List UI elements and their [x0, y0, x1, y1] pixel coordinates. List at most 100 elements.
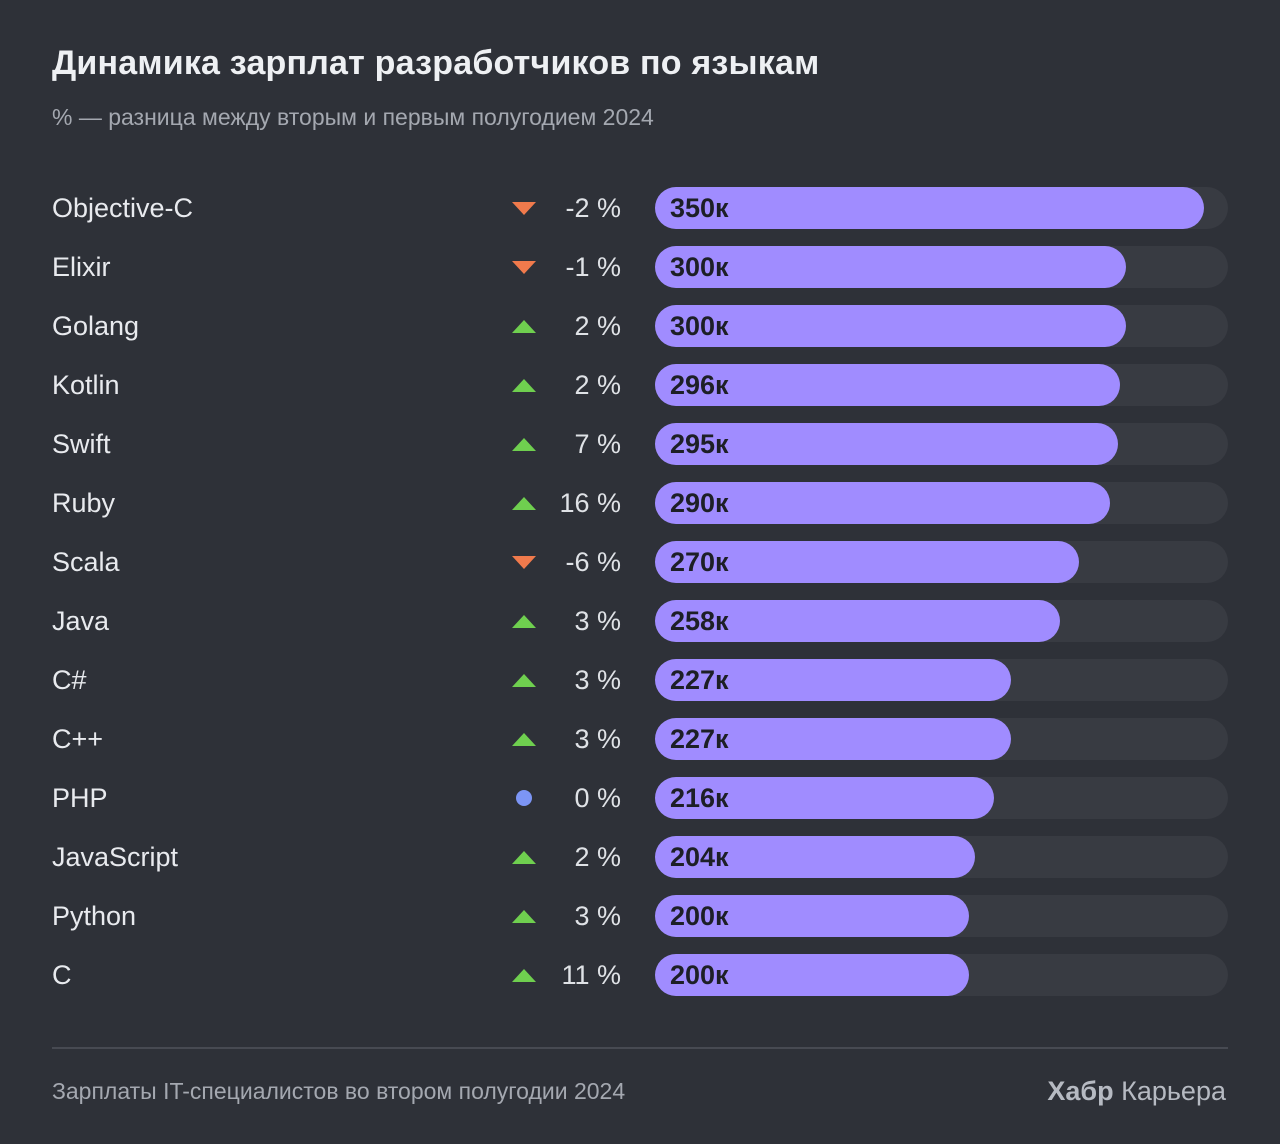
- bar-track: 227к: [655, 718, 1228, 760]
- trend-down-shape: [512, 261, 536, 274]
- trend-down-shape: [512, 202, 536, 215]
- chart-row: Swift 7 % 295к: [0, 423, 1280, 465]
- trend-up-shape: [512, 438, 536, 451]
- change-percent: 3 %: [574, 724, 621, 754]
- chart-row: Kotlin 2 % 296к: [0, 364, 1280, 406]
- language-label: PHP: [52, 783, 108, 813]
- trend-up-icon: [510, 731, 538, 747]
- chart-row: JavaScript 2 % 204к: [0, 836, 1280, 878]
- trend-down-shape: [512, 556, 536, 569]
- chart-row: Python 3 % 200к: [0, 895, 1280, 937]
- salary-value-label: 296к: [670, 370, 729, 400]
- language-label: Python: [52, 901, 137, 931]
- change-percent: -6 %: [565, 547, 621, 577]
- bar-track: 200к: [655, 895, 1228, 937]
- change-percent: 3 %: [574, 665, 621, 695]
- footer-divider: [52, 1047, 1228, 1049]
- trend-up-icon: [510, 967, 538, 983]
- chart-row: Golang 2 % 300к: [0, 305, 1280, 347]
- salary-value-label: 227к: [670, 724, 729, 754]
- trend-up-icon: [510, 495, 538, 511]
- bar-track: 258к: [655, 600, 1228, 642]
- bar-track: 204к: [655, 836, 1228, 878]
- trend-up-shape: [512, 733, 536, 746]
- salary-bar: [655, 423, 1118, 465]
- language-label: JavaScript: [52, 842, 179, 872]
- trend-up-shape: [512, 320, 536, 333]
- trend-up-icon: [510, 849, 538, 865]
- salary-bar: [655, 777, 994, 819]
- trend-up-shape: [512, 910, 536, 923]
- bar-track: 300к: [655, 246, 1228, 288]
- salary-bar: [655, 659, 1011, 701]
- brand-logo: Хабр Карьера: [1047, 1076, 1226, 1107]
- bar-track: 227к: [655, 659, 1228, 701]
- salary-bar: [655, 364, 1120, 406]
- trend-up-icon: [510, 377, 538, 393]
- salary-value-label: 295к: [670, 429, 729, 459]
- salary-bar: [655, 954, 969, 996]
- change-percent: 2 %: [574, 842, 621, 872]
- trend-up-shape: [512, 969, 536, 982]
- salary-value-label: 200к: [670, 960, 729, 990]
- bar-track: 270к: [655, 541, 1228, 583]
- change-percent: 3 %: [574, 606, 621, 636]
- bar-track: 295к: [655, 423, 1228, 465]
- change-percent: 3 %: [574, 901, 621, 931]
- salary-value-label: 258к: [670, 606, 729, 636]
- salary-bar: [655, 187, 1204, 229]
- salary-bar: [655, 836, 975, 878]
- trend-up-shape: [512, 674, 536, 687]
- salary-value-label: 227к: [670, 665, 729, 695]
- chart-row: Ruby 16 % 290к: [0, 482, 1280, 524]
- change-percent: 11 %: [561, 960, 621, 990]
- language-label: C++: [52, 724, 104, 754]
- trend-neutral-icon: [510, 790, 538, 806]
- change-percent: 2 %: [574, 370, 621, 400]
- salary-value-label: 350к: [670, 193, 729, 223]
- trend-down-icon: [510, 200, 538, 216]
- bar-track: 200к: [655, 954, 1228, 996]
- trend-neutral-shape: [516, 790, 532, 806]
- change-percent: 16 %: [559, 488, 621, 518]
- language-label: Elixir: [52, 252, 111, 282]
- source-note: Зарплаты IT-специалистов во втором полуг…: [52, 1078, 626, 1104]
- change-percent: 0 %: [574, 783, 621, 813]
- change-percent: -1 %: [565, 252, 621, 282]
- language-label: Golang: [52, 311, 140, 341]
- salary-value-label: 300к: [670, 311, 729, 341]
- chart-subtitle: % — разница между вторым и первым полуго…: [52, 104, 654, 130]
- chart-row: C# 3 % 227к: [0, 659, 1280, 701]
- bar-track: 216к: [655, 777, 1228, 819]
- bar-track: 350к: [655, 187, 1228, 229]
- language-label: Ruby: [52, 488, 116, 518]
- chart-row: Java 3 % 258к: [0, 600, 1280, 642]
- language-label: Java: [52, 606, 110, 636]
- salary-value-label: 204к: [670, 842, 729, 872]
- bar-track: 290к: [655, 482, 1228, 524]
- salary-value-label: 216к: [670, 783, 729, 813]
- salary-bar: [655, 482, 1110, 524]
- salary-value-label: 300к: [670, 252, 729, 282]
- salary-bar: [655, 600, 1060, 642]
- change-percent: 2 %: [574, 311, 621, 341]
- trend-up-icon: [510, 436, 538, 452]
- trend-up-icon: [510, 613, 538, 629]
- salary-value-label: 200к: [670, 901, 729, 931]
- salary-bar: [655, 246, 1126, 288]
- salary-bar: [655, 718, 1011, 760]
- trend-up-shape: [512, 615, 536, 628]
- trend-down-icon: [510, 554, 538, 570]
- change-percent: -2 %: [565, 193, 621, 223]
- trend-up-shape: [512, 851, 536, 864]
- change-percent: 7 %: [574, 429, 621, 459]
- bar-track: 296к: [655, 364, 1228, 406]
- trend-up-shape: [512, 379, 536, 392]
- trend-up-icon: [510, 672, 538, 688]
- trend-up-shape: [512, 497, 536, 510]
- trend-up-icon: [510, 908, 538, 924]
- language-label: Scala: [52, 547, 120, 577]
- language-label: Objective-C: [52, 193, 194, 223]
- bar-track: 300к: [655, 305, 1228, 347]
